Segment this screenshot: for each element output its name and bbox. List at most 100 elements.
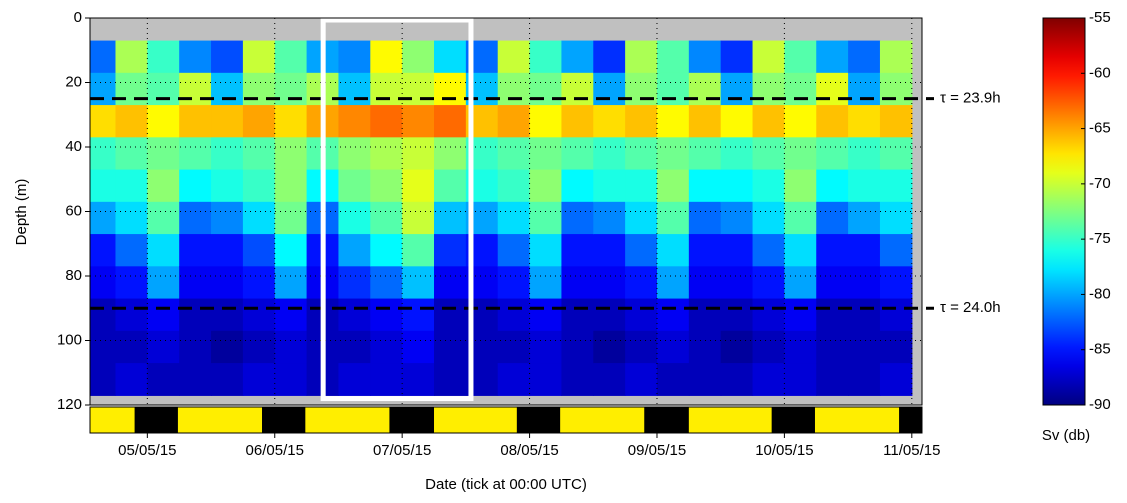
heatmap-cell [179,137,212,171]
heatmap-cell [848,330,881,364]
heatmap-cell [593,40,626,74]
heatmap-cell [274,105,308,138]
heatmap-cell [274,137,308,171]
heatmap-cell [784,363,817,396]
colorbar-label: Sv (db) [1042,427,1090,444]
heatmap-cell [561,266,594,300]
heatmap-cell [784,234,817,267]
heatmap-cell [370,201,403,235]
heatmap-cell [561,72,594,106]
heatmap-cell [593,169,626,203]
heatmap-cell [434,72,467,106]
heatmap-cell [816,363,849,396]
heatmap-cell [338,169,371,203]
heatmap-cell [561,298,594,332]
heatmap-cell [784,40,817,74]
heatmap-cell [816,137,849,171]
heatmap-cell [529,298,563,332]
heatmap-cell [90,137,117,171]
heatmap-cell [274,266,308,300]
heatmap-cell [593,363,626,396]
x-tick-label: 09/05/15 [628,442,686,459]
colorbar-tick-label: -70 [1089,175,1111,192]
heatmap-cell [370,137,403,171]
heatmap-cell [879,40,913,74]
heatmap-cell [338,330,371,364]
heatmap-cell [720,40,754,74]
heatmap-cell [179,169,212,203]
heatmap-cell [656,234,690,267]
heatmap-cell [625,330,658,364]
heatmap-cell [115,72,148,106]
heatmap-cell [720,330,754,364]
heatmap-cell [656,169,690,203]
heatmap-cell [625,363,658,396]
heatmap-cell [688,137,722,171]
heatmap-cell [211,72,244,106]
heatmap-cell [402,363,435,396]
heatmap-cell [434,298,467,332]
heatmap-cell [147,169,180,203]
heatmap-cell [593,330,626,364]
heatmap-cell [402,330,435,364]
heatmap-cell [816,234,849,267]
heatmap-cell [115,105,148,138]
y-tick-label: 100 [57,331,82,348]
heatmap-cell [752,266,785,300]
heatmap-cell [720,105,754,138]
heatmap-cell [593,298,626,332]
heatmap-cell [720,201,754,235]
heatmap-cell [211,363,244,396]
heatmap-cell [784,105,817,138]
heatmap-cell [752,169,785,203]
night-segment [899,407,922,433]
heatmap-cell [688,363,722,396]
heatmap-cell [816,330,849,364]
heatmap-cell [848,298,881,332]
x-tick-label: 10/05/15 [755,442,813,459]
heatmap-cell [879,330,913,364]
y-tick-label: 40 [65,138,82,155]
heatmap-cell [179,266,212,300]
heatmap-cell [848,72,881,106]
heatmap-cell [211,105,244,138]
x-tick-label: 07/05/15 [373,442,431,459]
heatmap-cell [656,105,690,138]
heatmap-cell [752,298,785,332]
heatmap-cell [147,105,180,138]
heatmap-cell [784,72,817,106]
highlight-box [320,17,474,402]
heatmap-cell [656,201,690,235]
heatmap-cell [242,40,276,74]
heatmap-cell [211,330,244,364]
heatmap-cell [848,266,881,300]
heatmap-cell [242,137,276,171]
heatmap-cell [211,40,244,74]
heatmap-cell [529,330,563,364]
heatmap-cell [497,330,531,364]
heatmap-cell [593,234,626,267]
heatmap-cell [338,298,371,332]
heatmap-cell [434,330,467,364]
x-tick-label: 06/05/15 [246,442,304,459]
heatmap-cell [816,201,849,235]
y-tick-label: 60 [65,202,82,219]
heatmap-cell [115,298,148,332]
heatmap-cell [688,169,722,203]
heatmap-cell [625,201,658,235]
heatmap-cell [497,298,531,332]
heatmap-cell [688,72,722,106]
heatmap-cell [688,330,722,364]
heatmap-cell [752,234,785,267]
heatmap-cell [211,169,244,203]
heatmap-cell [625,72,658,106]
colorbar-tick-label: -75 [1089,230,1111,247]
heatmap-cell [434,169,467,203]
heatmap-cell [434,137,467,171]
heatmap-cell [147,234,180,267]
heatmap-cell [848,169,881,203]
heatmap-cell [274,72,308,106]
heatmap-cell [529,234,563,267]
heatmap-cell [752,137,785,171]
heatmap-cell [720,72,754,106]
